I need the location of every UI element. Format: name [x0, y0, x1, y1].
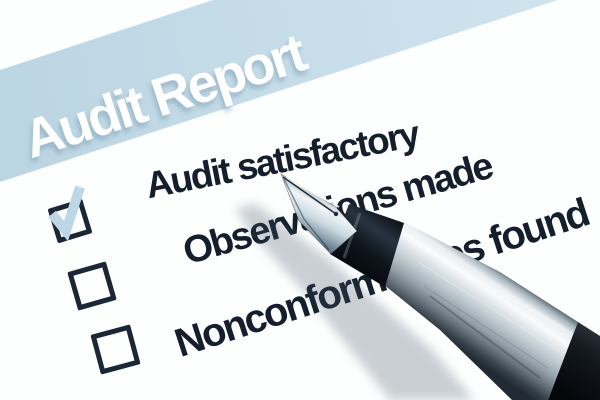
pen-nib [280, 173, 358, 255]
pen-shadow [236, 204, 474, 400]
pen-nib-breather-hole [333, 211, 339, 217]
pen-nib-lower-edge [283, 178, 330, 251]
pen-barrel [383, 219, 578, 400]
pen-tail [548, 322, 600, 400]
pen-nib-slit [282, 176, 337, 215]
pen-barrel-brushed-texture [398, 230, 576, 379]
banner-shape [0, 0, 558, 182]
pen-nib-highlight [285, 177, 340, 208]
